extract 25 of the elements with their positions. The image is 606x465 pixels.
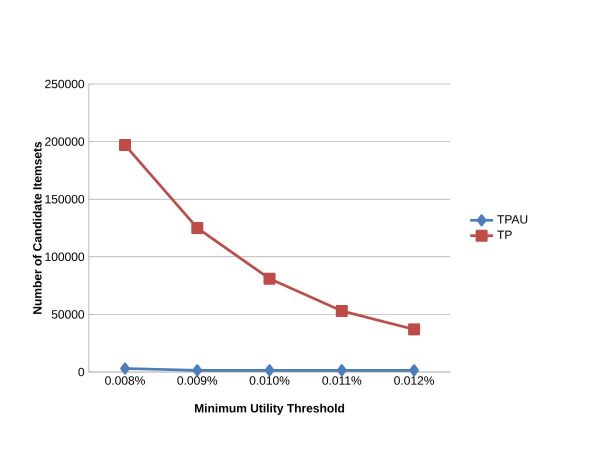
- point: [120, 362, 130, 375]
- point: [408, 323, 420, 336]
- point: [192, 364, 202, 376]
- x-tick-label: 0.008%: [105, 376, 145, 385]
- x-tick-label: 0.012%: [394, 376, 434, 385]
- x-tick-label: 0.011%: [322, 376, 362, 385]
- y-tick-label: 50000: [52, 310, 84, 319]
- y-axis-title: Number of Candidate Itemsets: [32, 142, 42, 314]
- point: [336, 364, 347, 376]
- legend-label: TPAU: [497, 215, 528, 224]
- point: [264, 272, 276, 285]
- x-tick-label: 0.009%: [177, 376, 218, 385]
- point: [264, 364, 274, 376]
- legend-label: TP: [497, 230, 512, 239]
- y-tick-label: 0: [78, 368, 84, 376]
- y-tick-label: 100000: [45, 252, 84, 262]
- point: [409, 364, 419, 376]
- x-tick-label: 0.010%: [250, 376, 290, 385]
- x-axis-title: Minimum Utility Threshold: [194, 404, 344, 415]
- point: [336, 304, 348, 317]
- y-tick-label: 250000: [45, 80, 84, 88]
- point: [119, 139, 132, 152]
- y-tick-label: 200000: [45, 137, 84, 146]
- point: [191, 222, 204, 234]
- y-tick-label: 150000: [45, 194, 84, 204]
